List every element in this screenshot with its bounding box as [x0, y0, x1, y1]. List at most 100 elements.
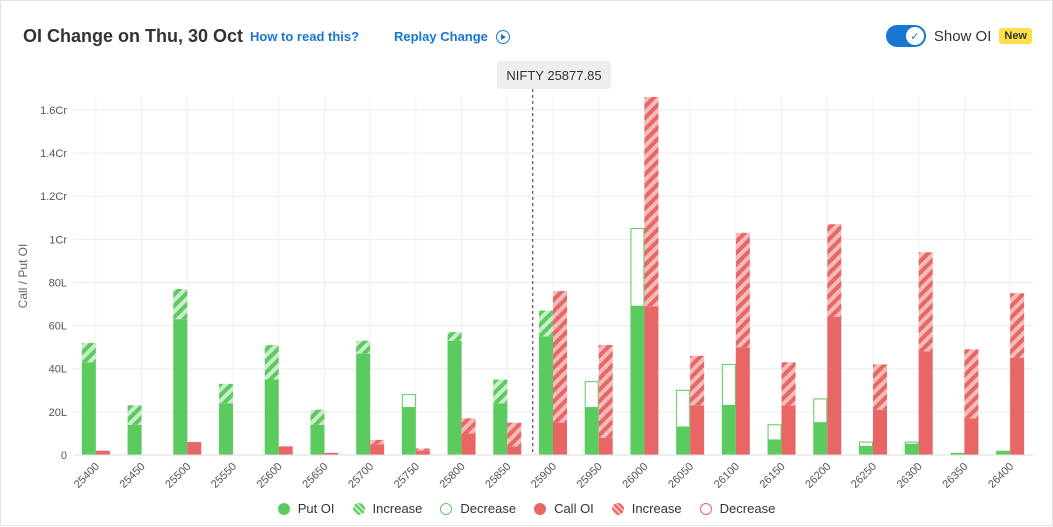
- chart-title: OI Change on Thu, 30 Oct: [23, 26, 244, 46]
- put-oi-bar: [493, 403, 508, 455]
- x-tick-label: 26250: [849, 461, 879, 491]
- put-increase-swatch: [352, 502, 365, 515]
- put-increase-bar: [447, 332, 462, 341]
- x-tick-label: 26200: [803, 461, 833, 491]
- show-oi-control: ✓ Show OI New: [885, 25, 1032, 47]
- legend-call-increase[interactable]: Increase: [611, 501, 682, 516]
- call-increase-bar: [415, 448, 430, 451]
- put-oi-bar: [813, 422, 828, 455]
- put-increase-bar: [264, 345, 279, 380]
- put-increase-bar: [539, 310, 553, 337]
- put-oi-bar: [950, 452, 965, 455]
- call-oi-bar: [873, 409, 887, 455]
- legend-put-oi-label: Put OI: [297, 501, 335, 516]
- legend-call-increase-label: Increase: [631, 501, 682, 516]
- put-increase-bar: [493, 379, 508, 404]
- put-increase-bar: [127, 405, 142, 425]
- replay-change-button[interactable]: Replay Change: [394, 29, 510, 44]
- new-badge: New: [999, 28, 1032, 44]
- chart-legend: Put OI Increase Decrease Call OI Increas…: [1, 501, 1052, 516]
- call-increase-bar: [735, 232, 750, 348]
- call-oi-bar: [278, 446, 293, 455]
- put-decrease-bar: [904, 441, 919, 445]
- legend-put-increase-label: Increase: [372, 501, 423, 516]
- x-tick-label: 25450: [118, 461, 148, 491]
- call-increase-bar: [873, 364, 887, 410]
- call-oi-bar: [187, 442, 202, 455]
- call-increase-bar: [370, 439, 385, 445]
- call-oi-bar: [781, 405, 796, 455]
- put-oi-bar: [904, 444, 919, 455]
- put-oi-bar: [356, 353, 371, 455]
- y-tick-label: 20L: [49, 407, 67, 419]
- legend-put-oi[interactable]: Put OI: [277, 501, 335, 516]
- call-increase-bar: [598, 345, 613, 438]
- put-oi-bar: [859, 446, 873, 455]
- put-oi-bar: [539, 336, 553, 455]
- put-increase-bar: [310, 409, 325, 425]
- put-increase-bar: [81, 342, 96, 363]
- put-oi-swatch: [277, 502, 290, 515]
- legend-call-decrease-label: Decrease: [719, 501, 776, 516]
- x-tick-label: 26000: [620, 461, 650, 491]
- call-oi-bar: [95, 450, 110, 455]
- call-oi-bar: [1010, 357, 1025, 455]
- y-tick-label: 80L: [49, 277, 67, 289]
- call-oi-bar: [598, 437, 613, 455]
- put-decrease-bar: [859, 441, 873, 447]
- legend-call-oi-label: Call OI: [554, 501, 594, 516]
- put-decrease-bar: [721, 363, 736, 406]
- legend-call-decrease[interactable]: Decrease: [699, 501, 776, 516]
- put-decrease-bar: [813, 398, 828, 424]
- put-oi-bar: [127, 424, 142, 455]
- put-oi-bar: [996, 450, 1011, 455]
- x-tick-label: 25500: [163, 461, 193, 491]
- put-oi-bar: [630, 306, 645, 455]
- call-oi-bar: [735, 347, 750, 455]
- call-increase-bar: [461, 418, 476, 434]
- call-oi-bar: [415, 450, 430, 455]
- show-oi-toggle[interactable]: ✓: [885, 25, 926, 47]
- x-tick-label: 25750: [392, 461, 422, 491]
- y-tick-label: 0: [61, 450, 67, 462]
- x-tick-label: 25600: [255, 461, 285, 491]
- legend-put-decrease[interactable]: Decrease: [440, 501, 516, 516]
- call-oi-bar: [644, 306, 659, 455]
- x-tick-label: 25950: [575, 461, 605, 491]
- put-oi-bar: [310, 424, 325, 455]
- call-increase-bar: [918, 252, 933, 352]
- call-oi-bar: [370, 444, 385, 455]
- call-oi-bar: [918, 351, 933, 455]
- call-increase-bar: [644, 97, 659, 307]
- put-oi-bar: [676, 426, 691, 455]
- x-tick-label: 25800: [438, 461, 468, 491]
- legend-call-oi[interactable]: Call OI: [534, 501, 594, 516]
- call-oi-bar: [461, 433, 476, 455]
- call-increase-bar: [553, 291, 567, 423]
- put-decrease-swatch: [440, 502, 453, 515]
- show-oi-label: Show OI: [933, 27, 992, 45]
- x-tick-label: 26150: [758, 461, 788, 491]
- x-tick-label: 25650: [300, 461, 330, 491]
- x-tick-label: 26350: [940, 461, 970, 491]
- put-increase-bar: [356, 340, 371, 354]
- call-decrease-swatch: [699, 502, 712, 515]
- call-increase-bar: [690, 355, 705, 406]
- put-oi-bar: [584, 407, 599, 455]
- put-oi-bar: [81, 362, 96, 455]
- y-tick-label: 40L: [49, 364, 67, 376]
- call-oi-bar: [690, 405, 705, 455]
- call-increase-bar: [964, 349, 979, 419]
- legend-put-increase[interactable]: Increase: [352, 501, 423, 516]
- how-to-read-link[interactable]: How to read this?: [250, 29, 360, 44]
- call-oi-swatch: [534, 502, 547, 515]
- legend-put-decrease-label: Decrease: [460, 501, 517, 516]
- put-decrease-bar: [630, 228, 645, 307]
- call-increase-bar: [781, 362, 796, 406]
- put-oi-bar: [219, 403, 233, 455]
- put-decrease-bar: [401, 394, 416, 409]
- put-oi-bar: [173, 319, 188, 455]
- x-tick-label: 25550: [209, 461, 239, 491]
